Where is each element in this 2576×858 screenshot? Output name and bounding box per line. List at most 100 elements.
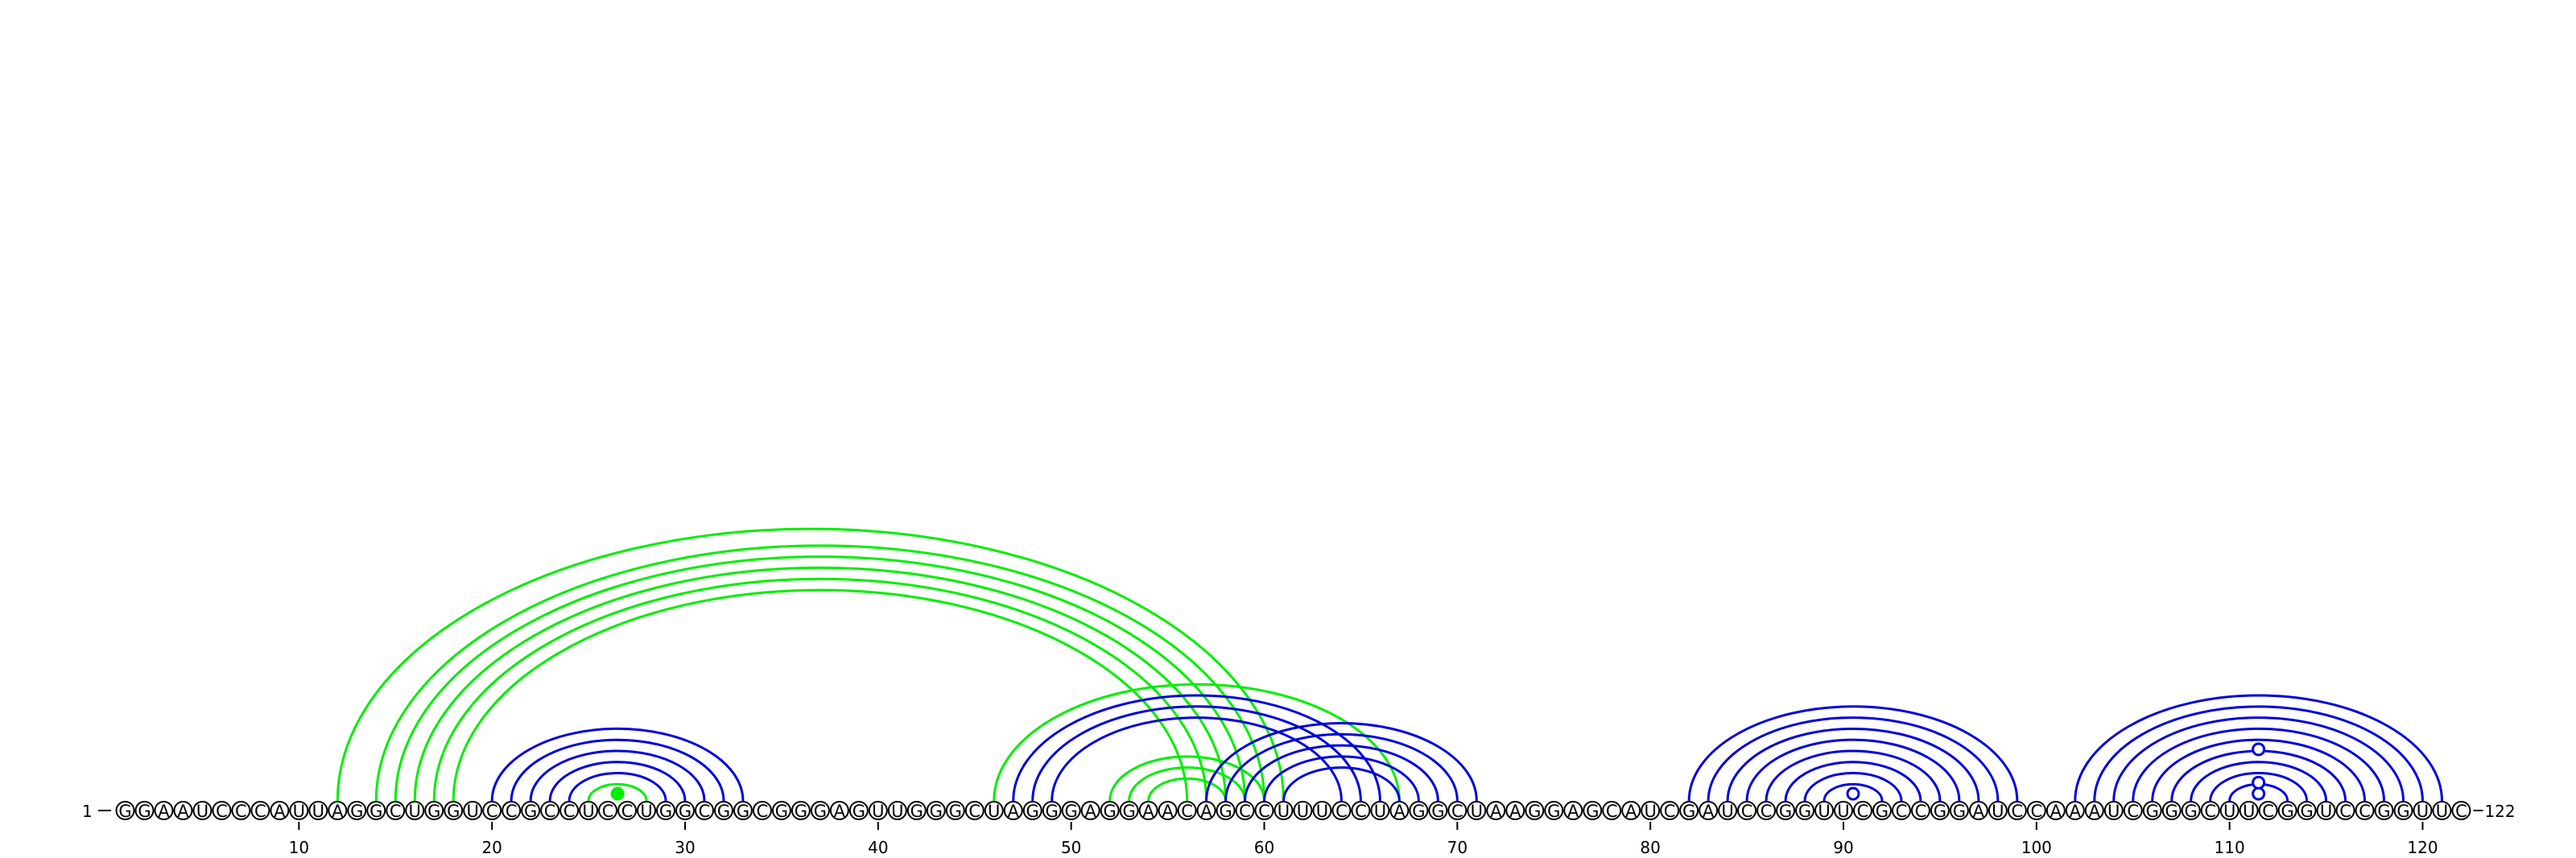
- nucleotide-letter: U: [196, 802, 208, 821]
- base-pair-arc: [510, 738, 725, 802]
- nucleotide-letter: U: [872, 802, 884, 821]
- base-pair-arc: [1012, 694, 1381, 802]
- nucleotide-letter: C: [2204, 802, 2216, 821]
- nucleotide-letter: U: [2243, 802, 2255, 821]
- axis-tick-label: 20: [481, 838, 502, 857]
- nucleotide-circle: [713, 801, 733, 820]
- base-pair-arc: [413, 567, 1228, 802]
- nucleotide-letter: C: [486, 802, 498, 821]
- nucleotide-letter: G: [930, 802, 943, 821]
- nucleotide-circle: [1042, 801, 1062, 820]
- nucleotide-letter: U: [2107, 802, 2120, 821]
- nucleotide-circle: [1910, 801, 1930, 820]
- base-pair-arc: [1803, 772, 1903, 802]
- nucleotide-circle: [192, 801, 213, 820]
- base-pair-arc: [1244, 744, 1439, 802]
- nucleotide-circle: [270, 801, 290, 820]
- nucleotide-circle: [1718, 801, 1738, 820]
- nucleotide-letter: C: [1606, 802, 1618, 821]
- nucleotide-letter: C: [1761, 802, 1773, 821]
- nucleotide-circle: [521, 801, 541, 820]
- nucleotide-letter: U: [2320, 802, 2332, 821]
- loop-marker: [2252, 742, 2266, 757]
- nucleotide-circle: [637, 801, 657, 820]
- axis-tick-label: 100: [2021, 838, 2052, 857]
- nucleotide-circle: [231, 801, 251, 820]
- nucleotide-circle: [2258, 801, 2278, 820]
- nucleotide-letter: C: [621, 802, 634, 821]
- base-pair-arc: [1282, 766, 1401, 802]
- nucleotide-letter: C: [235, 802, 247, 821]
- nucleotide-circle: [964, 801, 985, 820]
- nucleotide-circle: [1080, 801, 1100, 820]
- nucleotide-circle: [2103, 801, 2124, 820]
- nucleotide-circle: [559, 801, 580, 820]
- loop-marker: [2252, 786, 2266, 801]
- base-pair-arc: [1784, 761, 1922, 802]
- nucleotide-letter: G: [2396, 802, 2409, 821]
- nucleotide-letter: C: [1741, 802, 1753, 821]
- nucleotide-circle: [1776, 801, 1796, 820]
- nucleotide-circle: [1351, 801, 1371, 820]
- axis-tick-label: 90: [1833, 838, 1853, 857]
- nucleotide-letter: G: [447, 802, 460, 821]
- nucleotide-circle: [810, 801, 830, 820]
- nucleotide-letter: U: [1644, 802, 1656, 821]
- nucleotide-circle: [2413, 801, 2433, 820]
- nucleotide-letter: U: [312, 802, 324, 821]
- nucleotide-letter: C: [1355, 802, 1367, 821]
- nucleotide-letter: A: [1200, 802, 1212, 821]
- nucleotide-circle: [347, 801, 367, 820]
- nucleotide-letter: C: [216, 802, 228, 821]
- axis-tick-label: 50: [1061, 838, 1081, 857]
- nucleotide-circle: [617, 801, 638, 820]
- nucleotide-circle: [386, 801, 406, 820]
- nucleotide-circle: [1196, 801, 1216, 820]
- nucleotide-letter: U: [1992, 802, 2004, 821]
- nucleotide-letter: A: [177, 802, 189, 821]
- nucleotide-circle: [2451, 801, 2471, 820]
- nucleotide-letter: G: [852, 802, 865, 821]
- nucleotide-circle: [926, 801, 946, 820]
- nucleotide-letter: A: [1084, 802, 1096, 821]
- nucleotide-circle: [675, 801, 696, 820]
- nucleotide-letter: G: [737, 802, 749, 821]
- nucleotide-circle: [173, 801, 193, 820]
- nucleotide-circle: [212, 801, 232, 820]
- nucleotide-letter: U: [467, 802, 479, 821]
- nucleotide-circle: [2393, 801, 2413, 820]
- nucleotide-letter: G: [2300, 802, 2313, 821]
- sequence-end-label: 122: [2484, 802, 2515, 821]
- nucleotide-circle: [1467, 801, 1487, 820]
- base-pair-arc: [1147, 778, 1228, 802]
- nucleotide-letter: C: [1451, 802, 1463, 821]
- nucleotide-letter: G: [524, 802, 537, 821]
- nucleotide-circle: [1930, 801, 1950, 820]
- nucleotide-circle: [1177, 801, 1197, 820]
- nucleotide-letter: G: [1547, 802, 1560, 821]
- nucleotide-letter: A: [1973, 802, 1985, 821]
- nucleotide-circle: [2026, 801, 2046, 820]
- nucleotide-letter: G: [910, 802, 923, 821]
- axis-tick-label: 40: [868, 838, 888, 857]
- nucleotide-letter: C: [1258, 802, 1270, 821]
- nucleotide-circle: [1138, 801, 1158, 820]
- nucleotide-letter: A: [1567, 802, 1579, 821]
- nucleotide-circle: [1447, 801, 1468, 820]
- nucleotide-letter: U: [409, 802, 421, 821]
- nucleotide-letter: G: [350, 802, 363, 821]
- nucleotide-circle: [328, 801, 348, 820]
- nucleotide-circle: [791, 801, 811, 820]
- base-pair-arc: [2112, 716, 2405, 802]
- nucleotide-letter: C: [1181, 802, 1193, 821]
- nucleotide-circle: [1274, 801, 1294, 820]
- base-pair-arc: [1765, 749, 1942, 802]
- nucleotide-letter: G: [1219, 802, 1232, 821]
- nucleotide-circle: [289, 801, 309, 820]
- nucleotide-letter: C: [757, 802, 769, 821]
- nucleotide-letter: C: [699, 802, 711, 821]
- nucleotide-circle: [2084, 801, 2104, 820]
- base-pair-arc: [1687, 705, 2019, 802]
- nucleotide-circle: [308, 801, 328, 820]
